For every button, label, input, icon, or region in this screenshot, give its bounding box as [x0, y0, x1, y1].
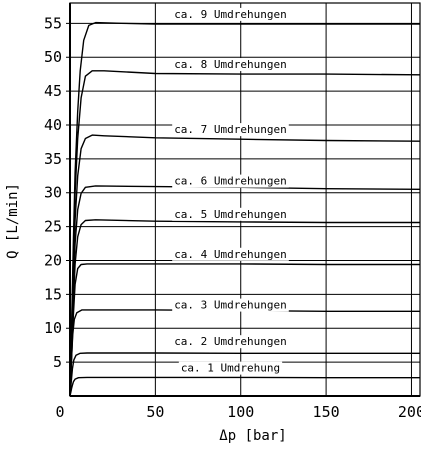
curve-label-background [172, 123, 289, 137]
y-tick-label: 50 [44, 48, 62, 66]
curve-label-background [172, 58, 289, 72]
y-tick-label: 15 [44, 285, 62, 303]
y-tick-label: 35 [44, 150, 62, 168]
y-tick-label: 25 [44, 218, 62, 236]
y-axis-title: Q [L/min] [5, 183, 21, 259]
curve-label: ca. 3 Umdrehungen [174, 299, 287, 312]
y-tick-label: 40 [44, 116, 62, 134]
curve-label-background [172, 335, 289, 349]
y-tick-label: 45 [44, 82, 62, 100]
curve-label: ca. 5 Umdrehungen [174, 208, 287, 221]
curve-label: ca. 9 Umdrehungen [174, 8, 287, 21]
curve-label-background [172, 298, 289, 312]
y-tick-label: 10 [44, 319, 62, 337]
y-tick-label: 5 [53, 353, 62, 371]
series-line-2 [69, 352, 420, 397]
curve-label-background [172, 247, 289, 261]
curve-label: ca. 7 Umdrehungen [174, 123, 287, 136]
curve-label: ca. 4 Umdrehungen [174, 248, 287, 261]
y-tick-label: 55 [44, 14, 62, 32]
curve-label-background [178, 361, 283, 375]
x-tick-label: 150 [313, 403, 340, 421]
axes-layer: 0 50 100 150 200 5 10 15 20 25 30 35 40 45 50 55 [44, 2, 421, 421]
x-tick-label: 50 [146, 403, 164, 421]
curves-layer [69, 21, 421, 397]
series-line-9 [69, 21, 420, 397]
x-tick-label: 0 [55, 403, 64, 421]
curve-label: ca. 8 Umdrehungen [174, 58, 287, 71]
curve-label: ca. 2 Umdrehungen [174, 335, 287, 348]
curve-label-background [172, 7, 289, 21]
y-tick-label: 20 [44, 251, 62, 269]
x-tick-label: 100 [227, 403, 254, 421]
x-axis-title: Δp [bar] [219, 428, 286, 444]
curve-label-background [172, 207, 289, 221]
x-tick-label: 200 [398, 403, 421, 421]
series-line-1 [69, 376, 420, 397]
curve-label-background [172, 174, 289, 188]
y-tick-label: 30 [44, 184, 62, 202]
curve-label: ca. 6 Umdrehungen [174, 175, 287, 188]
curve-label: ca. 1 Umdrehung [181, 362, 280, 375]
labels-layer: ca. 9 Umdrehungen ca. 8 Umdrehungen ca. 7 … [172, 7, 289, 375]
